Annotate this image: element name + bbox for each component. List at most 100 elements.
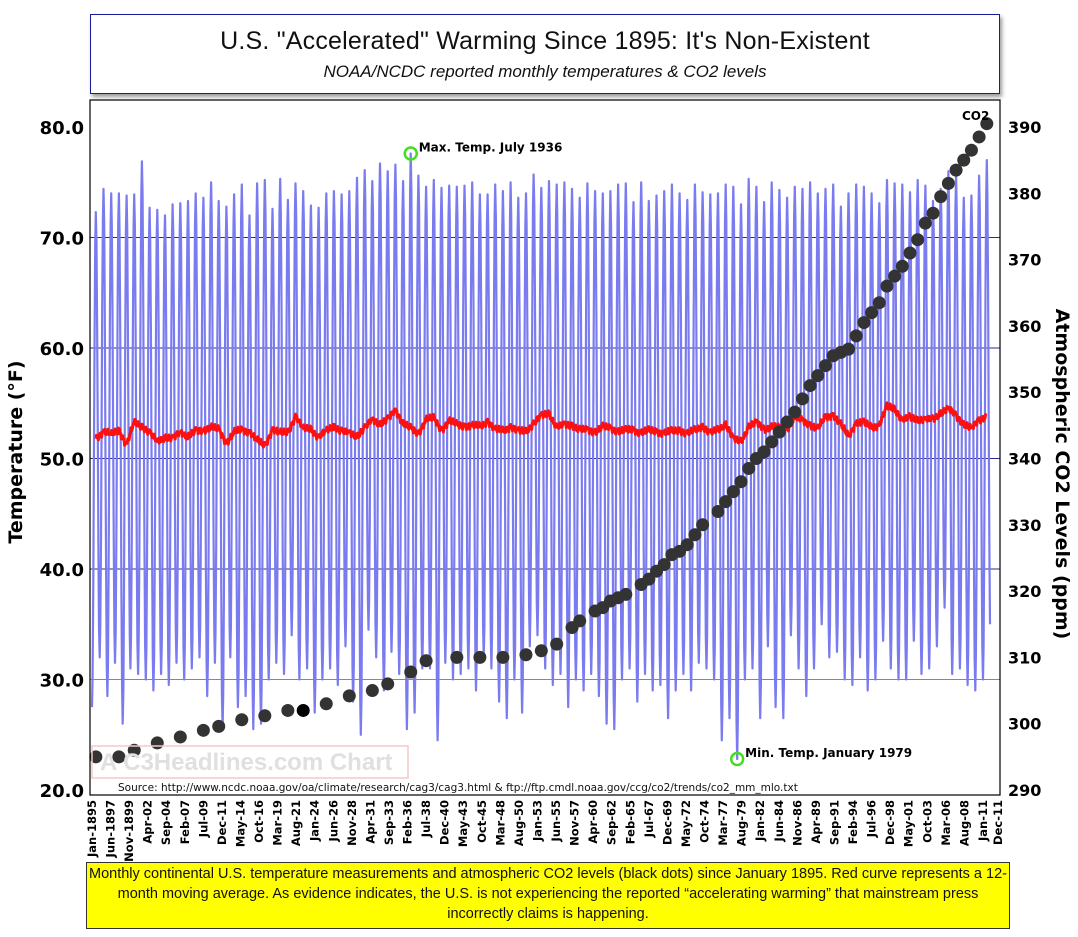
co2-point: [473, 650, 487, 664]
watermark-frame: [91, 745, 409, 779]
x-tick-label: Feb-65: [623, 800, 637, 844]
co2-point: [865, 306, 879, 320]
x-tick-label: Mar-19: [271, 800, 285, 846]
co2-point: [788, 405, 802, 419]
co2-point: [757, 445, 771, 459]
y-tick-label: 30.0: [40, 671, 84, 692]
x-tick-label: May-72: [679, 800, 693, 847]
y2-tick-label: 320: [1008, 582, 1041, 601]
co2-point: [319, 697, 333, 711]
chart-subtitle: NOAA/NCDC reported monthly temperatures …: [323, 62, 767, 81]
y2-tick-label: 360: [1008, 317, 1041, 336]
co2-point: [926, 206, 940, 220]
annotation-label: Max. Temp. July 1936: [419, 141, 563, 155]
y2-tick-label: 380: [1008, 184, 1041, 203]
y-tick-label: 70.0: [40, 229, 84, 250]
co2-point: [696, 518, 710, 532]
co2-point: [872, 296, 886, 310]
x-tick-label: Oct-16: [252, 800, 266, 843]
x-tick-label: Dec-98: [883, 800, 897, 845]
x-tick-label: May-43: [456, 800, 470, 847]
x-tick-label: Feb-94: [846, 800, 860, 844]
x-tick-label: Oct-45: [475, 800, 489, 843]
co2-point: [765, 435, 779, 449]
co2-point: [619, 587, 633, 601]
x-tick-label: Nov-57: [568, 800, 582, 846]
co2-point: [772, 425, 786, 439]
co2-point: [550, 637, 564, 651]
x-tick-label: Jan-11: [976, 800, 990, 842]
x-tick-label: Apr-89: [809, 800, 823, 844]
co2-point: [972, 130, 986, 144]
source-box: [113, 779, 999, 795]
co2-point: [680, 538, 694, 552]
co2-point: [857, 316, 871, 330]
x-tick-label: Dec-69: [660, 800, 674, 845]
co2-point: [296, 703, 310, 717]
y-tick-label: 50.0: [40, 450, 84, 471]
co2-point: [842, 342, 856, 356]
co2-point: [911, 233, 925, 247]
y2-axis-title: Atmospheric CO2 Levels (ppm): [1051, 309, 1073, 640]
x-tick-label: Aug-08: [957, 800, 971, 846]
co2-point: [534, 644, 548, 658]
y2-tick-label: 340: [1008, 450, 1041, 469]
caption-box: Monthly continental U.S. temperature mea…: [86, 862, 1010, 929]
x-tick-label: Sep-62: [605, 800, 619, 845]
co2-point: [780, 415, 794, 429]
x-tick-label: Apr-60: [586, 800, 600, 844]
x-tick-label: Nov-28: [345, 800, 359, 846]
co2-label: CO2: [962, 109, 989, 123]
co2-point: [811, 369, 825, 383]
x-tick-label: Jan-24: [308, 800, 322, 842]
co2-point: [957, 153, 971, 167]
x-tick-label: Jul-09: [196, 800, 210, 838]
x-tick-label: Jun-55: [549, 800, 563, 842]
co2-point: [880, 279, 894, 293]
co2-point: [196, 723, 210, 737]
x-tick-label: Jun-1897: [104, 800, 118, 858]
y2-tick-label: 370: [1008, 251, 1041, 270]
co2-point: [711, 505, 725, 519]
x-tick-label: May-01: [902, 800, 916, 847]
y2-tick-label: 350: [1008, 383, 1041, 402]
co2-point: [918, 216, 932, 230]
y2-tick-label: 300: [1008, 715, 1041, 734]
x-tick-label: Jul-96: [865, 800, 879, 838]
x-tick-label: Jan-1895: [85, 800, 99, 858]
co2-point: [803, 379, 817, 393]
co2-point: [519, 648, 533, 662]
y-tick-label: 60.0: [40, 339, 84, 360]
y-axis-title: Temperature (°F): [5, 360, 27, 543]
co2-point: [258, 709, 272, 723]
co2-point: [819, 359, 833, 373]
x-tick-label: Jul-38: [419, 800, 433, 838]
x-tick-label: Mar-06: [939, 800, 953, 846]
co2-point: [903, 246, 917, 260]
co2-point: [342, 689, 356, 703]
co2-point: [734, 475, 748, 489]
co2-point: [212, 719, 226, 733]
x-tick-label: Nov-86: [790, 800, 804, 846]
co2-point: [365, 684, 379, 698]
co2-point: [934, 190, 948, 204]
co2-point: [127, 743, 141, 757]
x-tick-label: Jun-84: [772, 800, 786, 842]
x-tick-label: Sep-91: [827, 800, 841, 845]
x-tick-label: Feb-07: [178, 800, 192, 844]
highlight-circle-icon: [729, 751, 745, 767]
x-tick-label: Dec-40: [438, 800, 452, 845]
co2-point: [381, 677, 395, 691]
co2-point: [726, 485, 740, 499]
watermark-text: A C3Headlines.com Chart: [100, 749, 393, 776]
x-tick-label: Aug-21: [289, 800, 303, 846]
y-tick-label: 40.0: [40, 560, 84, 581]
x-tick-label: Oct-03: [920, 800, 934, 843]
watermark: A C3Headlines.com Chart: [91, 745, 409, 779]
x-tick-label: Aug-79: [735, 800, 749, 846]
source-text: Source: http://www.ncdc.noaa.gov/oa/clim…: [118, 782, 798, 794]
co2-point: [450, 650, 464, 664]
monthly-temperature-line: [90, 152, 992, 761]
co2-point: [112, 750, 126, 764]
